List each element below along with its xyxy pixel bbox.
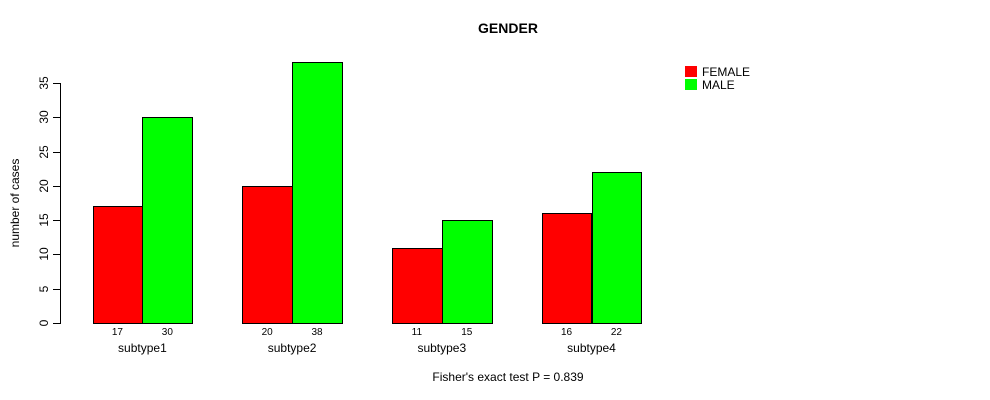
bar-female-subtype2 [242, 185, 294, 324]
legend-label: MALE [702, 77, 735, 92]
bar-female-subtype3 [391, 247, 443, 324]
y-axis-line [60, 83, 61, 324]
y-axis-tick-label: 0 [37, 319, 51, 327]
bar-male-subtype4 [591, 172, 643, 324]
bar-female-subtype4 [541, 213, 593, 324]
category-label-subtype3: subtype3 [417, 341, 467, 355]
legend-label: FEMALE [702, 64, 751, 79]
category-label-subtype2: subtype2 [267, 341, 317, 355]
y-axis-tick-label: 25 [37, 144, 51, 159]
y-axis-tick-label: 15 [37, 213, 51, 227]
bar-value-label: 17 [111, 327, 123, 338]
bar-male-subtype2 [292, 62, 343, 324]
bar-value-label: 11 [411, 327, 423, 338]
y-axis-label: number of cases [8, 158, 22, 248]
legend-row-female: FEMALE [685, 64, 751, 79]
legend-swatch-male [685, 79, 697, 90]
y-axis-tick-label: 5 [37, 285, 51, 293]
legend-row-male: MALE [685, 77, 750, 92]
bar-value-label: 22 [610, 327, 622, 338]
y-axis-tick-label: 10 [37, 247, 51, 262]
annotation-text: Fisher's exact test P = 0.839 [432, 370, 584, 384]
bar-value-label: 20 [261, 327, 273, 338]
y-axis-tick [53, 288, 60, 290]
bar-value-label: 30 [161, 327, 173, 338]
legend-swatch-female [685, 66, 697, 77]
chart-title: GENDER [478, 20, 538, 36]
y-axis-tick [53, 220, 60, 222]
bar-female-subtype1 [92, 206, 144, 324]
category-label-subtype1: subtype1 [118, 341, 167, 355]
y-axis-tick [53, 117, 60, 119]
y-axis-tick-label: 20 [37, 179, 51, 193]
y-axis-tick [53, 185, 60, 187]
y-axis-tick [53, 151, 60, 153]
y-axis-tick [53, 83, 60, 84]
bar-male-subtype3 [441, 220, 493, 324]
bar-male-subtype1 [142, 117, 194, 324]
y-axis-tick [53, 323, 60, 324]
y-axis-tick-label: 35 [37, 76, 51, 90]
y-axis-tick-label: 30 [37, 110, 51, 124]
y-axis-tick [53, 254, 60, 256]
bar-value-label: 16 [560, 327, 573, 338]
bar-value-label: 15 [461, 327, 473, 338]
bar-value-label: 38 [311, 327, 323, 338]
legend: FEMALE MALE [685, 64, 751, 92]
category-label-subtype4: subtype4 [567, 341, 616, 355]
